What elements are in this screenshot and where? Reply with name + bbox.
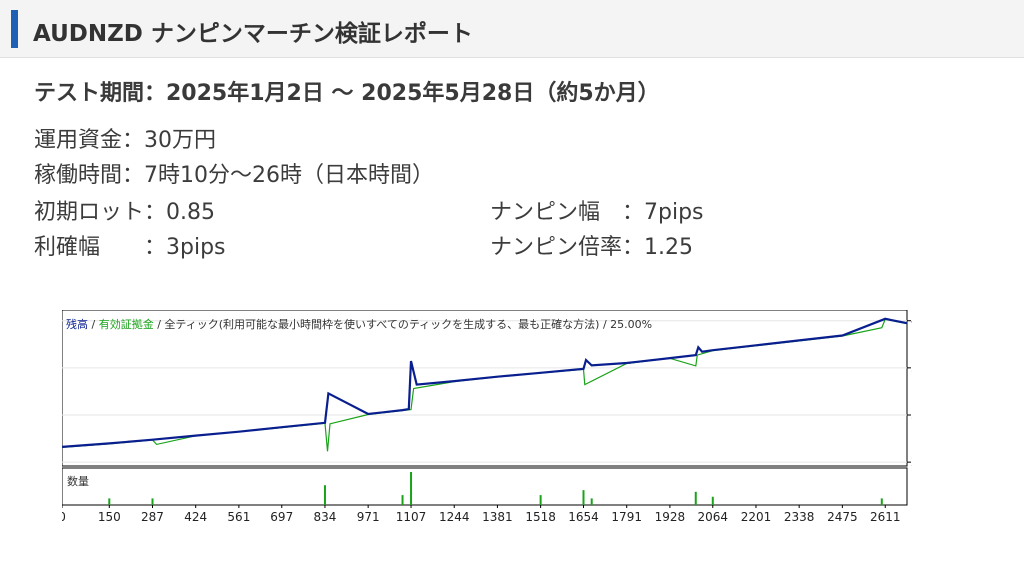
x-tick-label: 287: [141, 510, 164, 524]
y-tick-label: 429088: [911, 314, 912, 328]
legend-equity: 有効証拠金: [99, 317, 154, 331]
x-tick-label: 1518: [525, 510, 556, 524]
chart-svg: 429088 381037 332986 284935 0 150 287 424 561 69…: [58, 309, 957, 524]
x-tick-label: 1244: [439, 510, 470, 524]
report-header: AUDNZD ナンピンマーチン検証レポート: [0, 0, 1024, 58]
x-tick-label: 1654: [568, 510, 599, 524]
y-tick-label: 381037: [911, 361, 912, 375]
x-tick-label: 2201: [741, 510, 772, 524]
x-tick-label: 1928: [655, 510, 686, 524]
legend-rest: / 全ティック(利用可能な最小時間枠を使いすべてのティックを生成する、最も正確な…: [154, 317, 652, 331]
x-tick-label: 1381: [482, 510, 513, 524]
report-title: AUDNZD ナンピンマーチン検証レポート: [33, 21, 473, 47]
x-tick-label: 2338: [784, 510, 815, 524]
nanpin-width-text: ナンピン幅 ：7pips: [490, 200, 704, 225]
nanpin-ratio-text: ナンピン倍率：1.25: [490, 235, 693, 260]
capital-text: 運用資金：30万円: [34, 128, 216, 153]
test-period: テスト期間：2025年1月2日 〜 2025年5月28日（約5か月）: [34, 81, 660, 106]
legend-balance: 残高: [66, 317, 88, 331]
x-tick-label: 0: [62, 510, 66, 524]
x-tick-label: 561: [227, 510, 250, 524]
take-profit-text: 利確幅 ：3pips: [34, 235, 226, 260]
x-tick-label: 2611: [870, 510, 901, 524]
y-tick-label: 284935: [911, 455, 912, 469]
x-tick-label: 2064: [698, 510, 729, 524]
volume-plot-frame: [61, 467, 908, 506]
x-tick-label: 697: [270, 510, 293, 524]
initial-lot-text: 初期ロット：0.85: [34, 200, 215, 225]
y-tick-label: 332986: [911, 408, 912, 422]
volume-label: 数量: [67, 475, 89, 488]
backtest-chart: 429088 381037 332986 284935 0 150 287 424 561 69…: [58, 309, 957, 530]
legend-sep: /: [88, 318, 99, 331]
main-plot-frame: [61, 309, 908, 467]
header-accent-bar: [11, 10, 18, 48]
balance-line: [61, 317, 908, 448]
hours-text: 稼働時間：7時10分〜26時（日本時間）: [34, 163, 434, 188]
x-tick-label: 834: [314, 510, 337, 524]
x-tick-label: 971: [357, 510, 380, 524]
x-tick-label: 1791: [611, 510, 642, 524]
x-tick-label: 150: [98, 510, 121, 524]
x-tick-label: 2475: [827, 510, 858, 524]
x-tick-label: 1107: [396, 510, 427, 524]
x-tick-label: 424: [184, 510, 207, 524]
svg-text:残高 / 有効証拠金 / 全ティック(利用可能な最小時間枠を: 残高 / 有効証拠金 / 全ティック(利用可能な最小時間枠を使いすべてのティック…: [66, 317, 652, 331]
